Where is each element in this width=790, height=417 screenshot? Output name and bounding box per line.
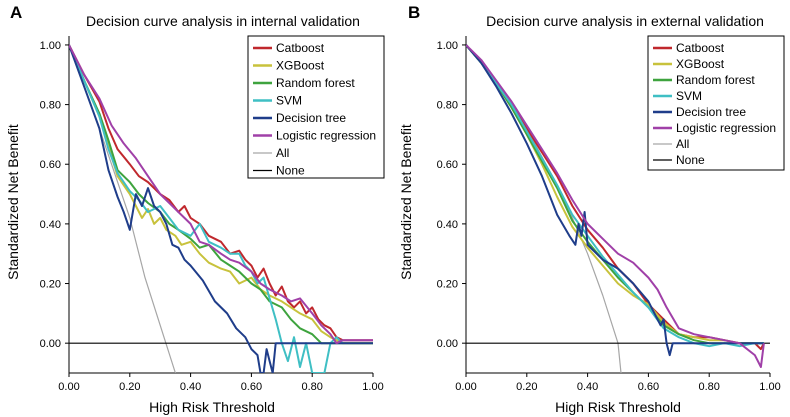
legend-b <box>647 35 785 171</box>
x-tick-label-b: 0.60 <box>638 381 659 393</box>
y-tick-label-b: 1.00 <box>437 40 458 52</box>
legend-label-xgboost: XGBoost <box>276 59 325 73</box>
series-line-logistic-regression-a <box>69 44 373 345</box>
x-tick-label-a: 0.60 <box>241 381 262 393</box>
chart-title-b: Decision curve analysis in external vali… <box>486 13 764 29</box>
legend-label-logistic-regression: Logistic regression <box>276 129 376 143</box>
panel-label-b: B <box>408 3 420 22</box>
legend-label-decision-tree: Decision tree <box>676 105 746 119</box>
x-tick-label-b: 0.20 <box>516 381 537 393</box>
panel-b: B Decision curve analysis in external va… <box>398 3 785 415</box>
legend-label-none: None <box>676 153 705 167</box>
series-line-svm-a <box>69 44 344 373</box>
y-tick-label-b: 0.60 <box>437 159 458 171</box>
y-tick-label-a: 0.80 <box>40 100 61 112</box>
legend-label-all: All <box>676 137 689 151</box>
legend-label-all: All <box>276 146 289 160</box>
legend-label-decision-tree: Decision tree <box>276 111 346 125</box>
legend-label-random-forest: Random forest <box>676 73 755 87</box>
x-tick-label-a: 0.00 <box>58 381 79 393</box>
y-tick-label-b: 0.20 <box>437 279 458 291</box>
x-tick-label-a: 0.80 <box>301 381 322 393</box>
panel-label-a: A <box>10 3 22 22</box>
legend-label-none: None <box>276 164 305 178</box>
x-tick-label-b: 1.00 <box>759 381 780 393</box>
y-axis-label-a: Standardized Net Benefit <box>5 124 21 280</box>
y-tick-label-a: 1.00 <box>40 40 61 52</box>
panel-a: A Decision curve analysis in internal va… <box>5 3 385 415</box>
legend-label-xgboost: XGBoost <box>676 57 725 71</box>
legend-label-svm: SVM <box>276 94 302 108</box>
y-tick-label-a: 0.40 <box>40 219 61 231</box>
x-tick-label-a: 1.00 <box>362 381 383 393</box>
y-tick-label-a: 0.60 <box>40 159 61 171</box>
x-tick-label-a: 0.40 <box>180 381 201 393</box>
y-tick-label-a: 0.00 <box>40 338 61 350</box>
y-tick-label-b: 0.00 <box>437 338 458 350</box>
y-tick-label-a: 0.20 <box>40 279 61 291</box>
series-line-all-b <box>466 44 622 373</box>
legend-label-random-forest: Random forest <box>276 76 355 90</box>
series-line-decision-tree-b <box>466 44 764 357</box>
series-line-logistic-regression-b <box>466 44 765 368</box>
legend-label-svm: SVM <box>676 89 702 103</box>
legend-label-catboost: Catboost <box>676 41 725 55</box>
series-line-xgboost-a <box>69 44 373 345</box>
series-line-decision-tree-a <box>69 44 373 373</box>
x-axis-label-b: High Risk Threshold <box>555 399 681 415</box>
series-line-random-forest-a <box>69 44 373 345</box>
x-tick-label-b: 0.40 <box>577 381 598 393</box>
y-axis-label-b: Standardized Net Benefit <box>398 124 414 280</box>
legend-a <box>247 35 385 179</box>
x-tick-label-b: 0.80 <box>698 381 719 393</box>
y-tick-label-b: 0.80 <box>437 100 458 112</box>
y-tick-label-b: 0.40 <box>437 219 458 231</box>
chart-title-a: Decision curve analysis in internal vali… <box>86 13 360 29</box>
legend-label-logistic-regression: Logistic regression <box>676 121 776 135</box>
x-tick-label-b: 0.00 <box>455 381 476 393</box>
x-axis-label-a: High Risk Threshold <box>149 399 275 415</box>
series-line-catboost-a <box>69 44 373 342</box>
legend-label-catboost: Catboost <box>276 41 325 55</box>
x-tick-label-a: 0.20 <box>119 381 140 393</box>
